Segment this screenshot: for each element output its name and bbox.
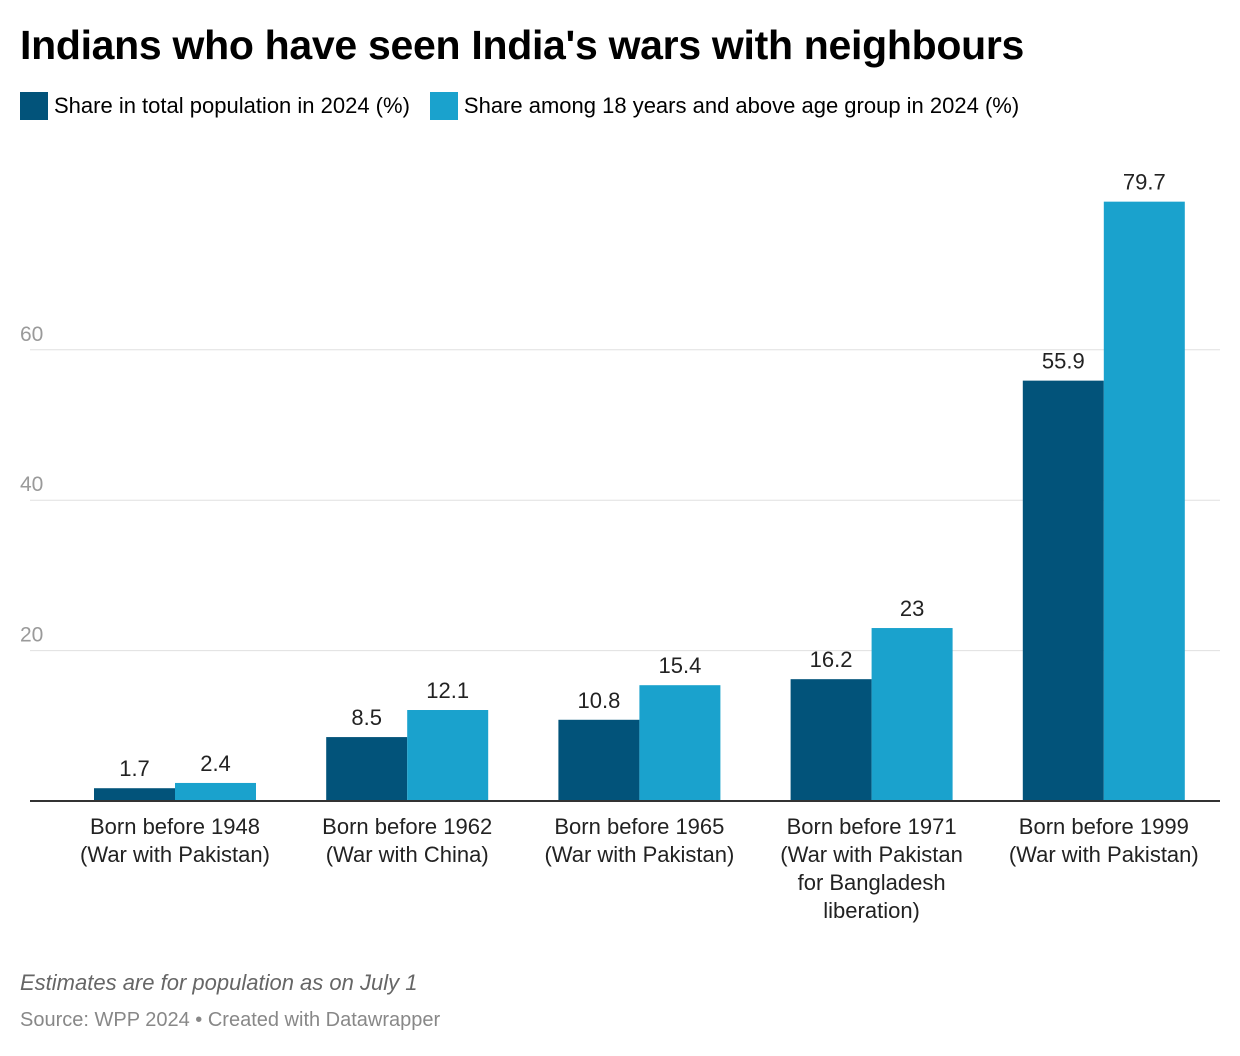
x-tick-label: Born before 1999 [1019, 814, 1189, 839]
chart-notes: Estimates are for population as on July … [20, 970, 418, 995]
legend: Share in total population in 2024 (%) Sh… [20, 92, 1039, 120]
y-tick-label: 40 [20, 473, 43, 496]
x-tick-label: (War with Pakistan) [1009, 842, 1199, 867]
y-tick-label: 60 [20, 323, 43, 346]
bar-total-population [790, 679, 872, 801]
y-tick-label: 20 [20, 624, 43, 647]
bar-chart: 20 40 60 1.7 2.4 Born before 1948 (War with Pa… [20, 170, 1220, 923]
x-tick-label: Born before 1971 [787, 814, 957, 839]
legend-label-adults: Share among 18 years and above age group… [463, 93, 1020, 118]
x-tick-label: Born before 1965 [554, 814, 724, 839]
bar-total-population [326, 737, 408, 801]
chart-title: Indians who have seen India's wars with … [20, 22, 1025, 68]
data-label: 16.2 [810, 647, 853, 672]
legend-item-total-population: Share in total population in 2024 (%) [20, 92, 410, 120]
x-tick-label: Born before 1948 [90, 814, 260, 839]
x-tick-label: (War with Pakistan [780, 842, 963, 867]
data-label: 8.5 [351, 705, 382, 730]
bar-adults [175, 782, 256, 801]
data-label: 2.4 [200, 751, 231, 776]
data-label: 10.8 [577, 688, 620, 713]
x-tick-label: (War with Pakistan) [80, 842, 270, 867]
bar-adults [1103, 201, 1185, 801]
bar-total-population [94, 788, 175, 801]
x-tick-label: (War with China) [326, 842, 489, 867]
data-label: 15.4 [658, 653, 701, 678]
bar-total-population [558, 719, 640, 801]
x-tick-label: Born before 1962 [322, 814, 492, 839]
data-label: 23 [900, 596, 924, 621]
x-tick-label: (War with Pakistan) [544, 842, 734, 867]
data-label: 55.9 [1042, 349, 1085, 374]
bar-total-population [1022, 380, 1104, 801]
x-tick-label: for Bangladesh [798, 870, 946, 895]
x-tick-label: liberation) [823, 898, 920, 923]
bar-adults [407, 710, 489, 801]
data-label: 12.1 [426, 678, 469, 703]
data-label: 79.7 [1123, 170, 1166, 195]
legend-label-total-population: Share in total population in 2024 (%) [54, 93, 410, 118]
legend-swatch-total-population [20, 92, 48, 120]
legend-swatch-adults [429, 92, 458, 120]
bar-adults [871, 628, 953, 801]
bar-adults [639, 685, 721, 801]
data-label: 1.7 [119, 756, 150, 781]
chart-source: Source: WPP 2024 • Created with Datawrap… [20, 1009, 441, 1031]
legend-item-adults: Share among 18 years and above age group… [429, 92, 1020, 120]
